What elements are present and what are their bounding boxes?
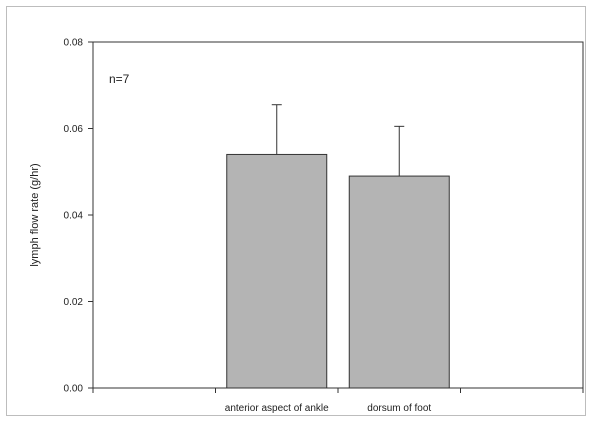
y-tick-label: 0.08 <box>64 38 84 49</box>
error-bars <box>271 104 405 177</box>
plot-area-border <box>92 41 584 389</box>
bar <box>348 175 450 389</box>
bars <box>226 153 450 389</box>
axes <box>88 41 584 393</box>
labels: 0.00 0.02 0.04 0.06 0.08 anterior aspect of a… <box>64 38 432 415</box>
x-category-label: anterior aspect of ankle <box>225 403 329 414</box>
y-tick-label: 0.06 <box>64 124 84 135</box>
x-category-label: dorsum of foot <box>367 403 431 414</box>
y-tick-label: 0.04 <box>64 211 84 222</box>
y-tick-label: 0.00 <box>64 384 84 395</box>
y-tick-label: 0.02 <box>64 297 84 308</box>
bar <box>226 153 328 389</box>
y-axis-title: lymph flow rate (g/hr) <box>29 163 41 266</box>
sample-size-annotation: n=7 <box>109 72 130 86</box>
